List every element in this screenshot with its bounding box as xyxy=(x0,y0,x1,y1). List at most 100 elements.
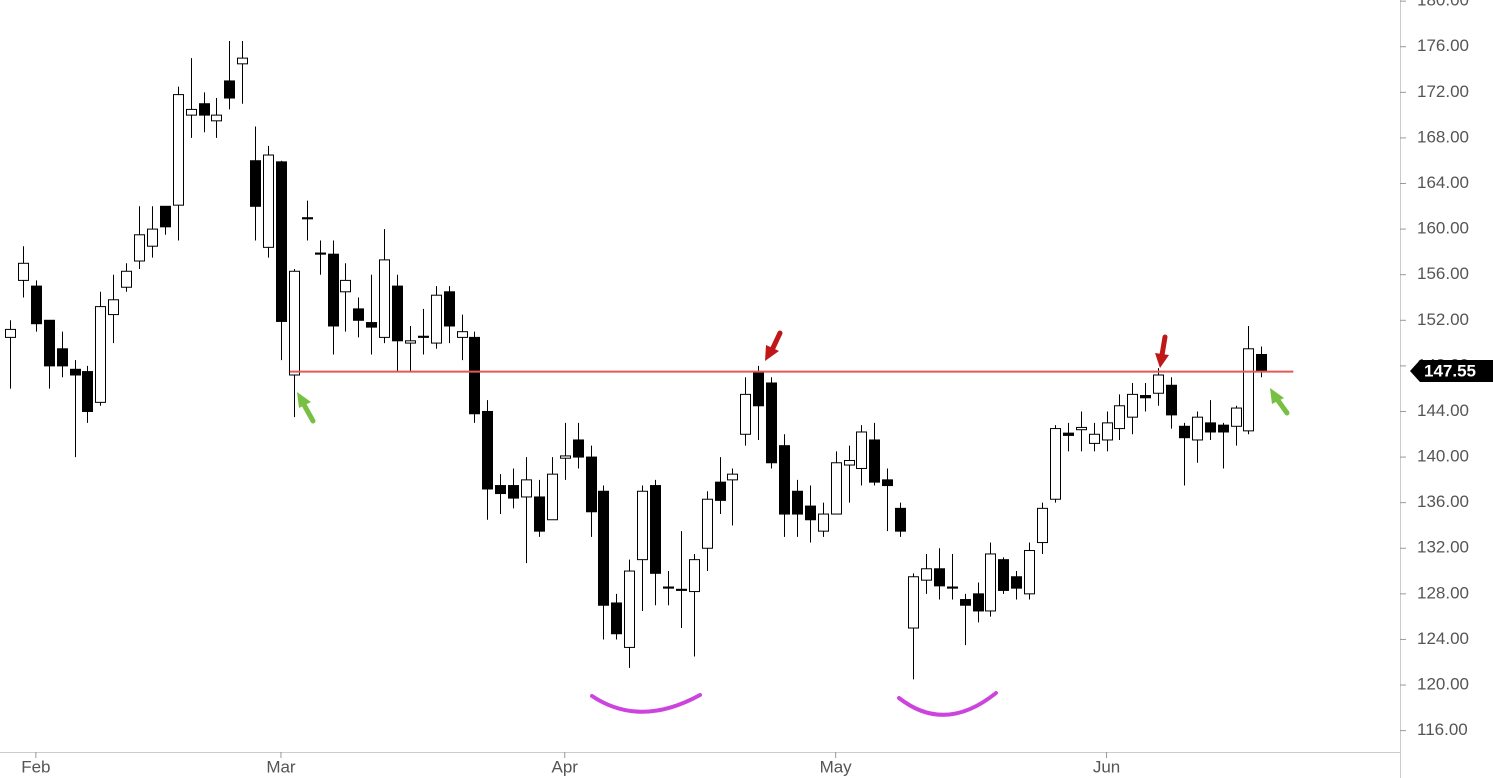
candle-body xyxy=(547,473,558,521)
y-tick-label: 132.00 xyxy=(1417,538,1469,557)
candle-body xyxy=(57,348,68,367)
candle-body xyxy=(340,279,351,293)
candle-body xyxy=(844,459,855,466)
candle-body xyxy=(895,507,906,532)
candle-body xyxy=(715,481,726,501)
candle-body xyxy=(727,473,738,481)
candle-body xyxy=(134,234,145,262)
candle-body xyxy=(521,479,532,498)
candle-body xyxy=(108,299,119,316)
candle-body xyxy=(689,559,700,593)
candle-body xyxy=(1114,405,1125,430)
candle-body xyxy=(18,262,29,281)
candle-body xyxy=(1243,348,1254,432)
candle-body xyxy=(250,160,261,207)
pattern-curve xyxy=(897,691,998,717)
candle-body xyxy=(302,217,313,220)
candle-body xyxy=(637,490,648,561)
candle-body xyxy=(908,576,919,629)
candle-body xyxy=(882,479,893,487)
candle-body xyxy=(947,586,958,589)
candle-body xyxy=(457,331,468,338)
candle-body xyxy=(315,252,326,255)
candle-body xyxy=(1192,416,1203,441)
candle-body xyxy=(263,154,274,248)
candles xyxy=(5,41,1267,680)
candle-body xyxy=(392,285,403,342)
last-price-tag xyxy=(1410,360,1493,383)
candle-body xyxy=(650,485,661,574)
candle-body xyxy=(328,253,339,327)
red-arrow xyxy=(1155,334,1169,368)
x-tick-label: Apr xyxy=(552,757,579,776)
x-tick-label: Feb xyxy=(21,757,50,776)
y-tick-label: 172.00 xyxy=(1417,82,1469,101)
candle-body xyxy=(573,439,584,458)
candle-body xyxy=(1127,393,1138,418)
candle-body xyxy=(766,382,777,464)
candle-body xyxy=(1256,353,1267,372)
y-tick-label: 136.00 xyxy=(1417,492,1469,511)
y-tick-label: 164.00 xyxy=(1417,173,1469,192)
candle-body xyxy=(147,228,158,247)
candle-body xyxy=(702,498,713,549)
candle-body xyxy=(869,439,880,483)
x-tick-label: May xyxy=(820,757,853,776)
candle-body xyxy=(624,570,635,648)
candle-body xyxy=(960,599,971,606)
candle-body xyxy=(495,485,506,495)
candle-body xyxy=(740,393,751,435)
candle-body xyxy=(5,328,16,338)
y-tick-label: 176.00 xyxy=(1417,36,1469,55)
candle-body xyxy=(289,270,300,376)
candle-body xyxy=(1205,422,1216,433)
candle-body xyxy=(1076,426,1087,431)
candle-body xyxy=(121,270,132,288)
candle-body xyxy=(1089,433,1100,444)
candle-body xyxy=(1011,576,1022,589)
last-price-label: 147.55 xyxy=(1424,361,1476,380)
candle-body xyxy=(586,456,597,513)
candle-body xyxy=(856,431,867,469)
candle-body xyxy=(469,336,480,415)
candle-body xyxy=(70,368,81,376)
red-arrow xyxy=(765,330,783,361)
pattern-curve xyxy=(590,693,702,714)
candle-body xyxy=(534,496,545,532)
y-tick-label: 140.00 xyxy=(1417,447,1469,466)
candle-body xyxy=(611,602,622,635)
candle-body xyxy=(82,371,93,412)
candle-body xyxy=(44,319,55,367)
candle-body xyxy=(31,285,42,325)
candle-body xyxy=(1218,424,1229,433)
y-tick-label: 128.00 xyxy=(1417,583,1469,602)
candle-body xyxy=(560,455,571,459)
candle-body xyxy=(482,410,493,490)
candle-body xyxy=(753,371,764,407)
candle-body xyxy=(985,553,996,612)
candle-body xyxy=(173,94,184,206)
x-tick-label: Mar xyxy=(266,757,296,776)
y-tick-label: 156.00 xyxy=(1417,264,1469,283)
candle-body xyxy=(1179,425,1190,439)
candle-body xyxy=(276,161,287,322)
candle-body xyxy=(676,588,687,591)
y-tick-label: 152.00 xyxy=(1417,310,1469,329)
candle-body xyxy=(366,322,377,328)
candle-body xyxy=(818,513,829,532)
candle-body xyxy=(779,445,790,515)
candle-body xyxy=(353,308,364,321)
green-arrow xyxy=(297,392,316,424)
candle-body xyxy=(973,593,984,612)
candle-body xyxy=(1024,550,1035,595)
x-tick-label: Jun xyxy=(1093,757,1120,776)
candle-body xyxy=(418,335,429,338)
candle-body xyxy=(199,103,210,116)
annotations xyxy=(297,330,1290,717)
candle-body xyxy=(1140,395,1151,399)
candle-body xyxy=(95,306,106,403)
candle-body xyxy=(934,568,945,587)
candle-body xyxy=(405,340,416,344)
y-tick-label: 160.00 xyxy=(1417,219,1469,238)
candle-body xyxy=(186,108,197,116)
